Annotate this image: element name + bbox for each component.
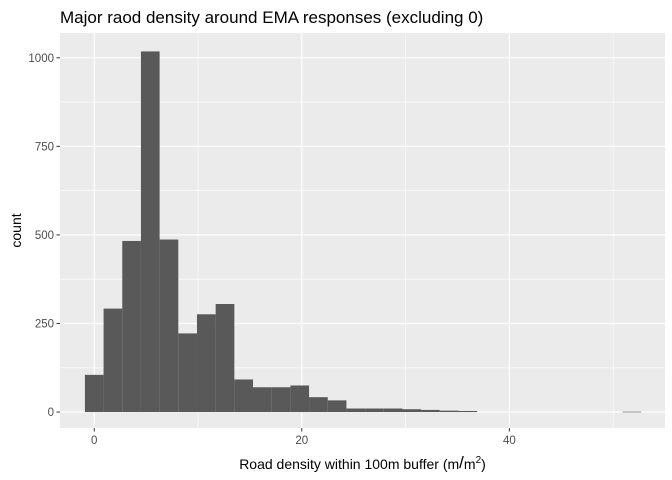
histogram-bar bbox=[215, 304, 235, 413]
histogram-bar bbox=[140, 51, 160, 413]
histogram-bar bbox=[196, 314, 216, 413]
x-axis-ticks: 0 20 40 bbox=[91, 428, 516, 447]
y-axis-title: count bbox=[8, 213, 24, 247]
histogram-bar bbox=[383, 408, 403, 413]
y-axis-ticks: 0 250 500 750 1000 bbox=[28, 53, 60, 419]
histogram-bar bbox=[439, 410, 459, 413]
y-tick-label: 250 bbox=[35, 318, 54, 330]
histogram-bars bbox=[84, 51, 642, 413]
x-axis-title-slash: / bbox=[459, 453, 464, 472]
y-tick-label: 500 bbox=[35, 230, 54, 242]
x-tick-label: 40 bbox=[503, 435, 516, 447]
x-axis-title-unit: m bbox=[464, 456, 476, 472]
histogram-bar bbox=[253, 387, 272, 413]
histogram-bar bbox=[421, 409, 440, 413]
histogram-bar bbox=[346, 408, 366, 413]
histogram-bar bbox=[365, 408, 384, 413]
histogram-bar bbox=[327, 400, 347, 413]
y-tick-label: 0 bbox=[48, 407, 54, 419]
histogram-bar bbox=[234, 379, 254, 413]
x-tick-label: 20 bbox=[295, 435, 308, 447]
histogram-bar bbox=[309, 397, 328, 413]
histogram-bar bbox=[271, 387, 291, 413]
histogram-bar bbox=[178, 333, 197, 413]
histogram-bar bbox=[122, 240, 141, 413]
y-tick-label: 750 bbox=[35, 141, 54, 153]
histogram-bar bbox=[159, 239, 179, 413]
histogram-bar bbox=[458, 410, 478, 413]
x-axis-title-close: ) bbox=[481, 456, 486, 472]
x-tick-label: 0 bbox=[91, 435, 97, 447]
x-axis-title-main: Road density within 100m buffer (m bbox=[239, 456, 459, 472]
histogram-bar bbox=[402, 409, 422, 413]
x-axis-title: Road density within 100m buffer (m/m2) bbox=[239, 453, 486, 472]
histogram-bar bbox=[103, 308, 123, 413]
x-axis-title-superscript: 2 bbox=[476, 455, 482, 466]
histogram-bar bbox=[290, 385, 310, 413]
histogram-bar bbox=[84, 374, 104, 413]
chart-title: Major raod density around EMA responses … bbox=[60, 8, 483, 27]
y-tick-label: 1000 bbox=[28, 53, 54, 65]
histogram-bar bbox=[622, 411, 642, 413]
